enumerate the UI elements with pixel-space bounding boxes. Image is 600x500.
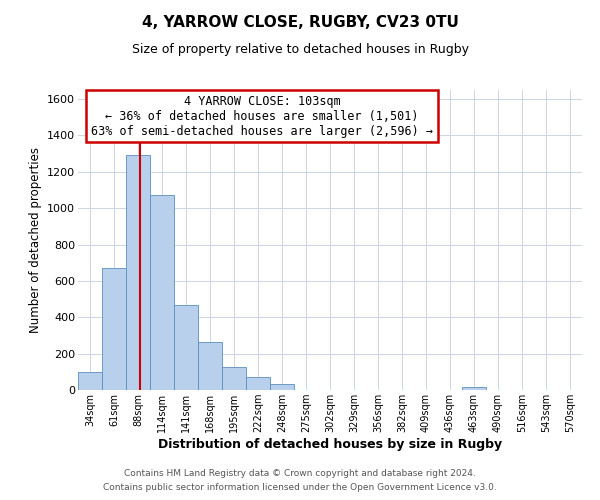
Bar [198,342,222,390]
Text: Contains public sector information licensed under the Open Government Licence v3: Contains public sector information licen… [103,484,497,492]
Bar [78,372,102,390]
Bar [126,156,150,390]
Bar [246,376,270,390]
Text: Size of property relative to detached houses in Rugby: Size of property relative to detached ho… [131,42,469,56]
Bar [174,306,198,390]
Y-axis label: Number of detached properties: Number of detached properties [29,147,41,333]
Text: 4, YARROW CLOSE, RUGBY, CV23 0TU: 4, YARROW CLOSE, RUGBY, CV23 0TU [142,15,458,30]
Bar [222,366,246,390]
Text: Contains HM Land Registry data © Crown copyright and database right 2024.: Contains HM Land Registry data © Crown c… [124,468,476,477]
X-axis label: Distribution of detached houses by size in Rugby: Distribution of detached houses by size … [158,438,502,451]
Bar [150,194,174,390]
Bar [270,384,294,390]
Bar [462,387,486,390]
Text: 4 YARROW CLOSE: 103sqm
← 36% of detached houses are smaller (1,501)
63% of semi-: 4 YARROW CLOSE: 103sqm ← 36% of detached… [91,94,433,138]
Bar [102,268,126,390]
